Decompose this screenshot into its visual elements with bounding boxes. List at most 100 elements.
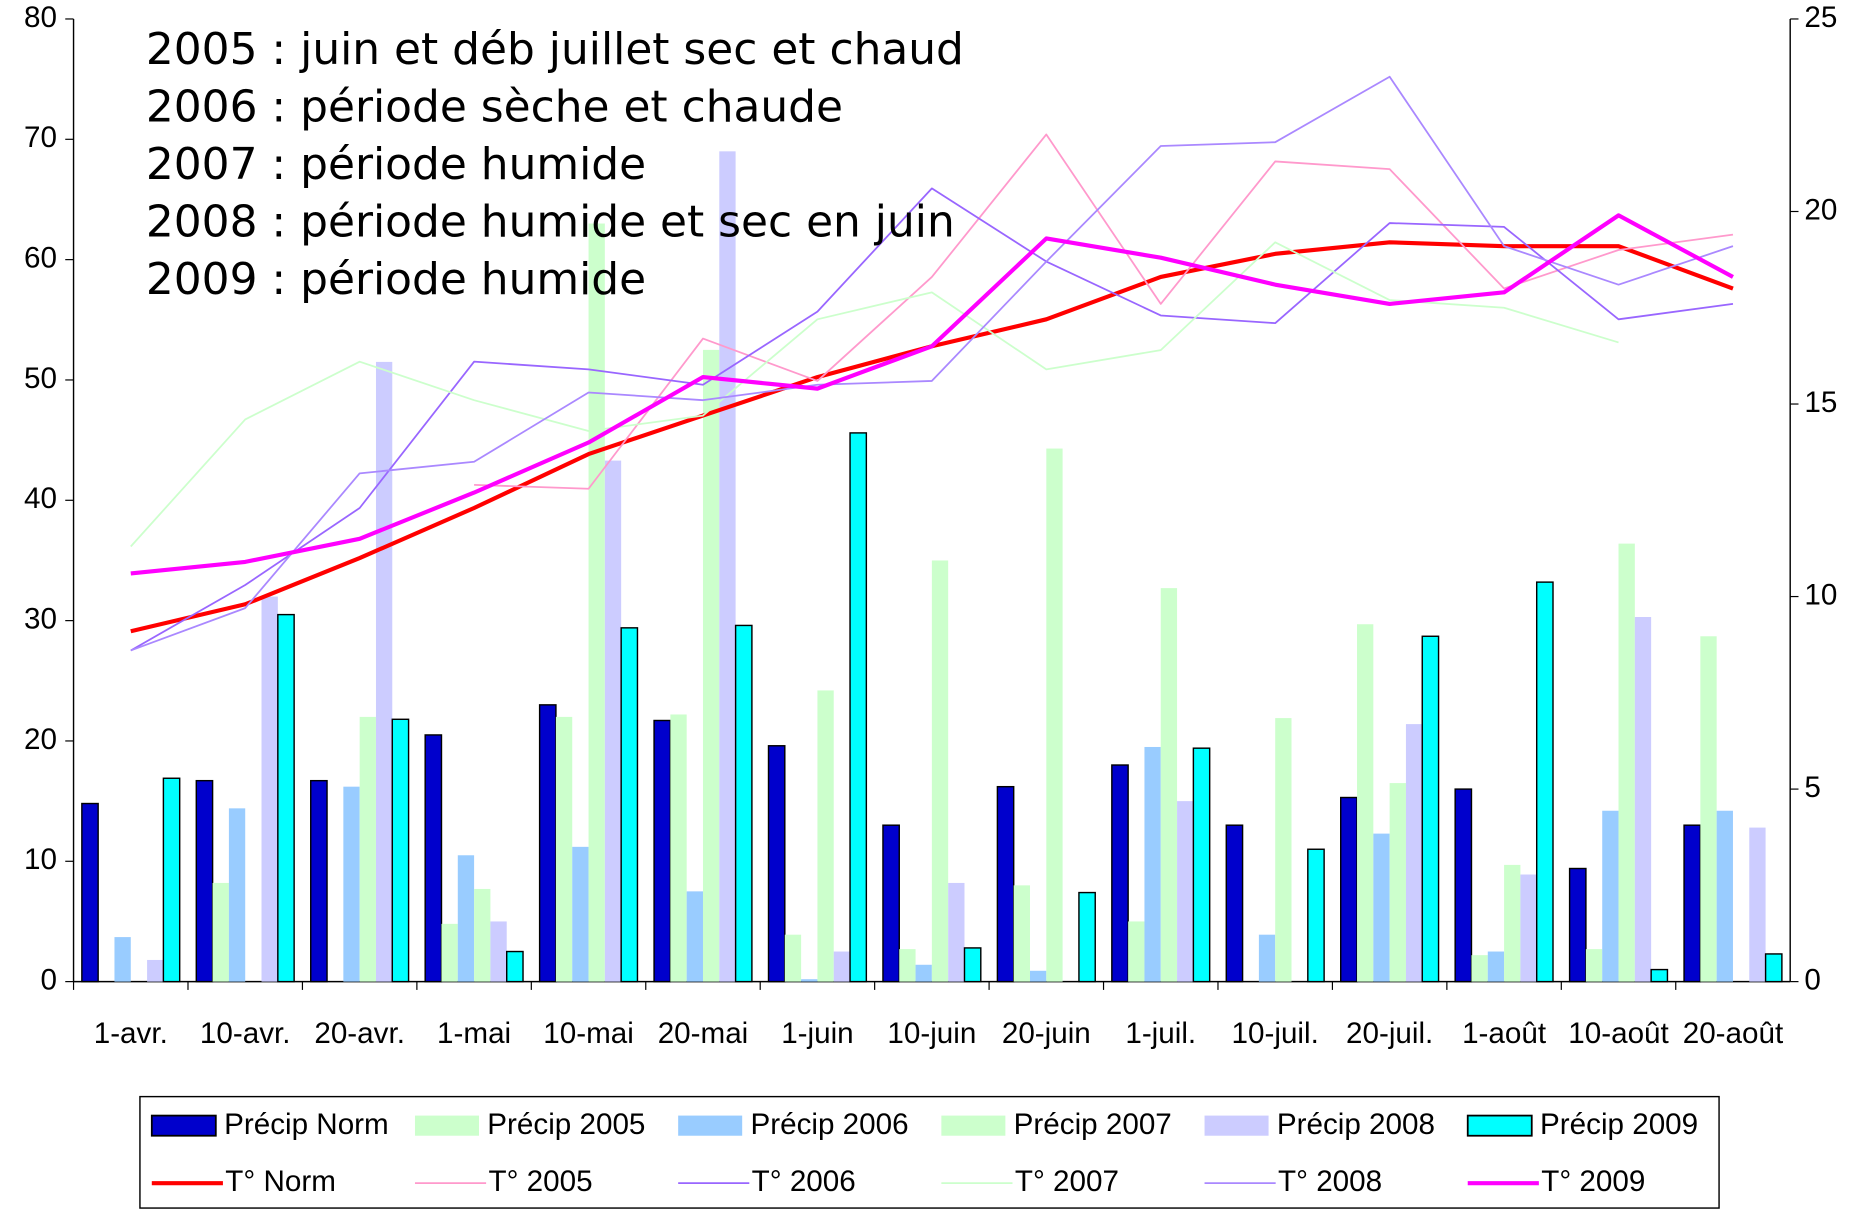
y2-tick-label: 5 [1804, 771, 1820, 804]
bar [1749, 827, 1766, 982]
y2-tick-label: 0 [1804, 963, 1820, 996]
bar [1340, 796, 1358, 983]
y-tick-label: 20 [24, 723, 57, 756]
bar [1602, 810, 1619, 982]
bar [1144, 746, 1161, 982]
y-tick-label: 40 [24, 482, 57, 515]
bar [588, 223, 605, 982]
y-tick-label: 50 [24, 362, 57, 395]
legend-label: Précip 2006 [750, 1108, 908, 1141]
x-tick-label: 1-juin [781, 1017, 853, 1050]
y-tick-label: 30 [24, 602, 57, 635]
bar [81, 802, 99, 983]
bar [147, 959, 164, 982]
bar [915, 964, 932, 982]
legend-swatch [414, 1115, 479, 1136]
bar [1373, 833, 1390, 982]
bar [1192, 747, 1211, 983]
legend-label: Précip 2007 [1014, 1108, 1172, 1141]
bar [670, 714, 687, 982]
x-tick-label: 1-août [1462, 1017, 1547, 1050]
bar [620, 627, 639, 983]
bar [1177, 801, 1194, 982]
y-tick-label: 10 [24, 843, 57, 876]
annotation: 2008 : période humide et sec en juin [146, 197, 955, 248]
bar [1471, 955, 1488, 982]
y-tick-label: 60 [24, 241, 57, 274]
bar [1650, 968, 1669, 983]
bar [719, 151, 736, 982]
legend-swatch [1466, 1114, 1533, 1137]
y2-tick-label: 25 [1804, 1, 1837, 34]
bar [212, 882, 229, 982]
bar [1520, 874, 1537, 982]
x-tick-label: 10-juin [887, 1017, 976, 1050]
annotation: 2006 : période sèche et chaude [146, 82, 843, 133]
bar [686, 891, 703, 982]
bar [784, 934, 802, 982]
legend-label: T° 2006 [752, 1165, 856, 1198]
bar [1357, 624, 1374, 982]
bar [572, 846, 589, 982]
legend-label: T° 2005 [488, 1165, 592, 1198]
bar [228, 808, 246, 982]
x-tick-label: 20-juil. [1346, 1017, 1433, 1050]
bar [931, 560, 949, 982]
bar [1634, 617, 1652, 982]
bar [833, 951, 851, 982]
bar [1568, 867, 1587, 983]
bar [1111, 764, 1129, 983]
legend-label: T° 2007 [1015, 1165, 1119, 1198]
bar [653, 719, 672, 983]
annotation: 2007 : période humide [146, 139, 646, 190]
bar [1504, 864, 1521, 982]
bar [1078, 891, 1096, 983]
y-tick-label: 80 [24, 1, 57, 34]
bar [1405, 724, 1423, 982]
bar [538, 704, 557, 983]
bar [1585, 949, 1603, 982]
y2-tick-label: 20 [1804, 193, 1837, 226]
x-tick-label: 20-mai [658, 1017, 749, 1050]
bar [391, 718, 410, 983]
y-tick-label: 0 [40, 963, 56, 996]
bar [882, 824, 900, 983]
bar [1764, 953, 1783, 983]
x-tick-label: 10-juil. [1232, 1017, 1319, 1050]
annotation: 2009 : période humide [146, 254, 646, 305]
bar [1307, 848, 1325, 983]
bar [1046, 448, 1063, 982]
bar [474, 888, 491, 982]
legend-label: T° 2008 [1278, 1165, 1382, 1198]
x-tick-label: 20-juin [1002, 1017, 1091, 1050]
bar [114, 937, 131, 982]
line [130, 241, 1619, 548]
legend-swatch [1204, 1115, 1269, 1136]
bar [441, 923, 458, 982]
bar [817, 690, 834, 982]
bar [490, 921, 507, 982]
bar [195, 779, 214, 983]
x-tick-label: 10-mai [543, 1017, 634, 1050]
bar [1275, 718, 1292, 982]
y-tick-label: 70 [24, 121, 57, 154]
bar [963, 947, 982, 983]
legend-label: Précip 2008 [1277, 1108, 1435, 1141]
bar [1160, 588, 1178, 982]
legend-swatch [678, 1115, 743, 1136]
bar [1716, 810, 1733, 982]
legend-label: Précip 2009 [1540, 1108, 1698, 1141]
bar [1389, 783, 1406, 982]
x-tick-label: 1-mai [437, 1017, 511, 1050]
bar [1683, 824, 1702, 983]
y2-tick-label: 15 [1804, 386, 1837, 419]
y2-tick-label: 10 [1804, 578, 1837, 611]
legend-label: Précip Norm [224, 1108, 389, 1141]
bar [424, 734, 443, 983]
bar [1258, 934, 1276, 982]
legend-label: T° Norm [225, 1165, 336, 1198]
bar [1030, 970, 1047, 982]
bar [948, 882, 965, 982]
bar [162, 777, 181, 983]
bar [1487, 951, 1505, 982]
